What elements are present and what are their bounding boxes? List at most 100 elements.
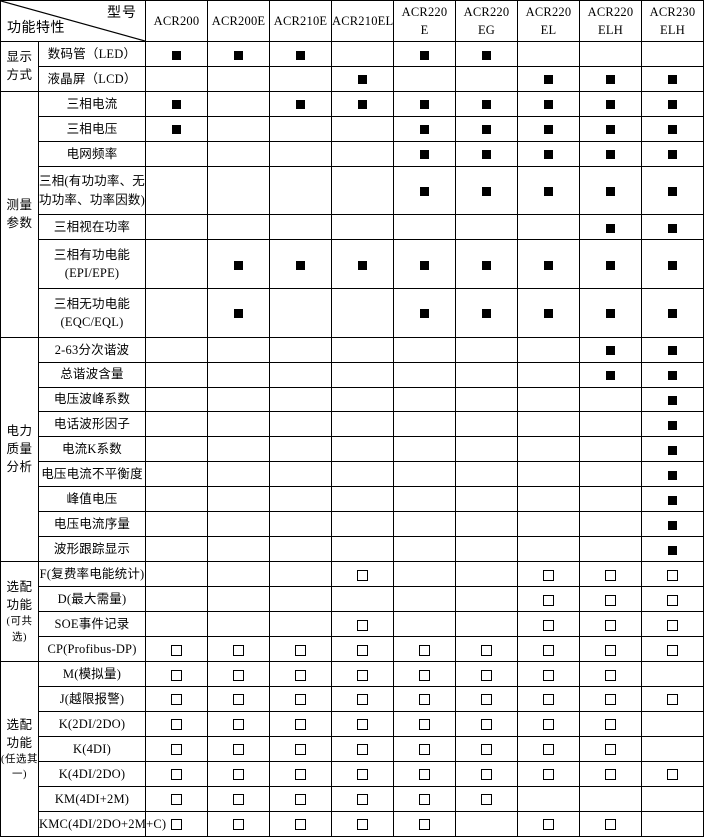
support-mark-cell xyxy=(331,660,394,687)
open-square-icon xyxy=(543,819,554,831)
filled-square-icon xyxy=(668,75,677,85)
empty-mark xyxy=(172,569,181,578)
support-mark-cell xyxy=(393,436,456,463)
empty-mark xyxy=(358,544,367,553)
feature-name-cell: 电网频率 xyxy=(38,140,146,167)
support-mark-cell xyxy=(269,785,332,812)
feature-name-cell: 三相电压 xyxy=(38,115,146,142)
empty-mark xyxy=(482,419,491,428)
support-mark-cell xyxy=(517,810,580,837)
open-square-icon xyxy=(481,769,492,781)
open-square-icon xyxy=(171,744,182,756)
support-mark-cell xyxy=(641,411,704,438)
open-square-icon xyxy=(667,594,678,606)
group-label-line: 质量 xyxy=(6,442,33,457)
support-mark-cell xyxy=(393,115,456,142)
group-label-line: 电力 xyxy=(6,424,33,439)
open-square-icon xyxy=(605,744,616,756)
empty-mark xyxy=(172,186,181,195)
empty-mark xyxy=(544,394,553,403)
filled-square-icon xyxy=(482,50,491,60)
support-mark-cell xyxy=(207,611,270,638)
table-row: 总谐波含量 xyxy=(1,361,704,388)
feature-name-cell: 三相视在功率 xyxy=(38,214,146,241)
filled-square-icon xyxy=(544,309,553,319)
support-mark-cell xyxy=(269,611,332,638)
model-name-line1: ACR200 xyxy=(153,13,200,28)
support-mark-cell xyxy=(331,486,394,513)
support-mark-cell xyxy=(641,760,704,787)
support-mark-cell xyxy=(517,536,580,563)
corner-feature-label: 功能特性 xyxy=(7,20,65,36)
support-mark-cell xyxy=(517,660,580,687)
support-mark-cell xyxy=(641,461,704,488)
table-row: 电压电流序量 xyxy=(1,511,704,538)
open-square-icon xyxy=(481,669,492,681)
support-mark-cell xyxy=(145,41,208,67)
filled-square-icon xyxy=(668,545,677,555)
open-square-icon xyxy=(419,669,430,681)
support-mark-cell xyxy=(145,760,208,787)
open-square-icon xyxy=(543,669,554,681)
feature-name-cell: 数码管（LED） xyxy=(38,41,146,67)
empty-mark xyxy=(172,149,181,158)
support-mark-cell xyxy=(455,685,518,712)
support-mark-cell xyxy=(269,436,332,463)
support-mark-cell xyxy=(579,710,642,737)
support-mark-cell xyxy=(641,660,704,687)
support-mark-cell xyxy=(145,411,208,438)
support-mark-cell xyxy=(269,461,332,488)
empty-mark xyxy=(234,569,243,578)
feature-name-cell: 电压波峰系数 xyxy=(38,386,146,413)
filled-square-icon xyxy=(606,100,615,110)
corner-header-cell: 型号 功能特性 xyxy=(0,0,146,42)
open-square-icon xyxy=(481,794,492,806)
empty-mark xyxy=(172,259,181,268)
group-label-line: 功能 xyxy=(6,735,33,750)
model-column-header: ACR210EL xyxy=(331,0,394,42)
feature-name-cell: 电话波形因子 xyxy=(38,411,146,438)
support-mark-cell xyxy=(393,660,456,687)
support-mark-cell xyxy=(331,785,394,812)
support-mark-cell xyxy=(207,760,270,787)
empty-mark xyxy=(172,394,181,403)
support-mark-cell xyxy=(517,511,580,538)
support-mark-cell xyxy=(517,760,580,787)
filled-square-icon xyxy=(358,100,367,110)
support-mark-cell xyxy=(145,436,208,463)
support-mark-cell xyxy=(207,735,270,762)
support-mark-cell xyxy=(269,685,332,712)
open-square-icon xyxy=(605,719,616,731)
support-mark-cell xyxy=(579,165,642,216)
open-square-icon xyxy=(233,694,244,706)
support-mark-cell xyxy=(641,361,704,388)
support-mark-cell xyxy=(269,710,332,737)
support-mark-cell xyxy=(269,361,332,388)
support-mark-cell xyxy=(269,486,332,513)
feature-group-label: 选配 功能 (可共选) xyxy=(0,561,39,662)
table-row: 测量 参数 三相电流 xyxy=(0,90,704,338)
empty-mark xyxy=(296,308,305,317)
empty-mark xyxy=(172,519,181,528)
support-mark-cell xyxy=(145,361,208,388)
support-mark-cell xyxy=(331,214,394,241)
empty-mark xyxy=(544,419,553,428)
feature-name-cell: D(最大需量) xyxy=(38,586,146,613)
support-mark-cell xyxy=(393,611,456,638)
support-mark-cell xyxy=(517,65,580,92)
support-mark-cell xyxy=(393,41,456,67)
support-mark-cell xyxy=(331,239,394,289)
filled-square-icon xyxy=(606,125,615,135)
empty-mark xyxy=(234,444,243,453)
filled-square-icon xyxy=(668,260,677,270)
empty-mark xyxy=(296,519,305,528)
empty-mark xyxy=(420,494,429,503)
empty-mark xyxy=(544,469,553,478)
support-mark-cell xyxy=(393,511,456,538)
empty-mark xyxy=(544,345,553,354)
empty-mark xyxy=(420,519,429,528)
support-mark-cell xyxy=(207,287,270,338)
feature-name-cell: M(模拟量) xyxy=(38,660,146,687)
filled-square-icon xyxy=(420,50,429,60)
empty-mark xyxy=(420,419,429,428)
